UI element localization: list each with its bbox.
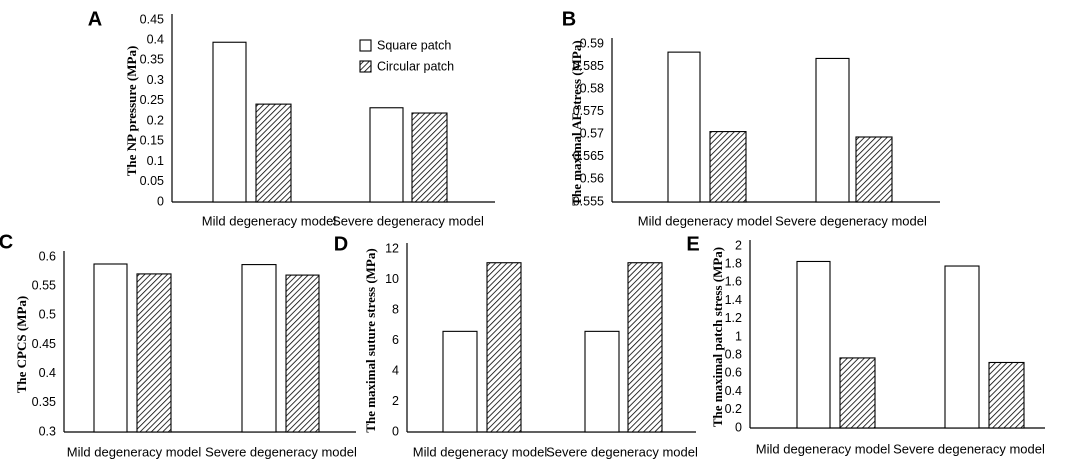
- x-category-label: Mild degeneracy model: [638, 213, 773, 228]
- x-category-label: Severe degeneracy model: [893, 441, 1045, 456]
- x-category-label: Severe degeneracy model: [546, 444, 698, 459]
- y-tick-label: 0.4: [725, 384, 742, 398]
- chart-panel-a: A 0 0.05 0.1 0.15 0.2 0.25 0.3 0.35 0.4 0.45 The NP…: [88, 8, 495, 228]
- y-tick-label: 0.5: [39, 308, 56, 322]
- y-tick-label: 0.59: [580, 36, 604, 50]
- bar-circular-patch: [855, 136, 893, 203]
- legend-label-square: Square patch: [377, 38, 451, 52]
- y-tick-label: 0: [735, 420, 742, 434]
- y-tick-label: 0.35: [32, 395, 56, 409]
- y-tick-label: 0.8: [725, 347, 742, 361]
- y-tick-label: 0.3: [147, 73, 164, 87]
- y-tick-label: 0.3: [39, 424, 56, 438]
- bar-square-patch: [93, 263, 128, 433]
- y-tick-label: 0.585: [573, 59, 604, 73]
- bar-square-patch: [369, 107, 404, 203]
- y-tick-label: 2: [392, 394, 399, 408]
- bar-square-patch: [241, 264, 277, 433]
- y-tick-label: 0.2: [725, 402, 742, 416]
- x-category-label: Severe degeneracy model: [205, 444, 357, 459]
- y-tick-label: 0.25: [140, 93, 164, 107]
- y-axis-title: The maximal suture stress (MPa): [363, 248, 378, 432]
- bar-circular-patch: [627, 262, 663, 433]
- y-tick-label: 0.35: [140, 53, 164, 67]
- y-axis-title: The NP pressure (MPa): [124, 46, 139, 177]
- bar-square-patch: [944, 265, 980, 429]
- bar-circular-patch: [255, 103, 292, 203]
- panel-letter: E: [686, 233, 699, 255]
- bar-circular-patch: [136, 273, 172, 433]
- bar-square-patch: [667, 51, 701, 203]
- x-category-label: Severe degeneracy model: [332, 213, 484, 228]
- y-tick-label: 1.2: [725, 311, 742, 325]
- y-tick-label: 0.45: [32, 337, 56, 351]
- y-tick-label: 4: [392, 363, 399, 377]
- y-tick-label: 0.45: [140, 12, 164, 26]
- bar-square-patch: [584, 330, 620, 433]
- y-tick-label: 0.4: [39, 366, 56, 380]
- y-tick-label: 0.1: [147, 154, 164, 168]
- panel-letter: C: [0, 231, 13, 253]
- y-tick-label: 0: [392, 424, 399, 438]
- y-tick-label: 1.4: [725, 293, 742, 307]
- legend: Square patch Circular patch: [359, 38, 454, 73]
- y-tick-label: 0.565: [573, 149, 604, 163]
- y-tick-label: 0.58: [580, 81, 604, 95]
- bar-circular-patch: [709, 131, 747, 203]
- panel-letter: D: [334, 233, 348, 255]
- y-axis-title: The maximal patch stress (MPa): [710, 247, 725, 427]
- y-tick-label: 0.05: [140, 174, 164, 188]
- y-tick-label: 0: [157, 194, 164, 208]
- legend-swatch-square: [359, 39, 372, 52]
- bar-circular-patch: [988, 361, 1025, 429]
- x-category-label: Mild degeneracy model: [413, 444, 548, 459]
- y-tick-label: 12: [385, 241, 399, 255]
- y-tick-label: 0.6: [39, 249, 56, 263]
- y-tick-label: 1: [735, 329, 742, 343]
- chart-panel-b: B 0.555 0.56 0.565 0.57 0.575 0.58 0.585 0.59The…: [562, 8, 940, 228]
- bar-square-patch: [442, 330, 478, 433]
- y-tick-label: 0.56: [580, 172, 604, 186]
- y-tick-label: 0.6: [725, 366, 742, 380]
- bar-square-patch: [796, 260, 831, 429]
- bar-circular-patch: [486, 262, 522, 433]
- y-tick-label: 0.2: [147, 113, 164, 127]
- y-tick-label: 0.575: [573, 104, 604, 118]
- y-axis-title: The maximal AF stress (MPa): [569, 40, 584, 205]
- y-tick-label: 0.4: [147, 33, 164, 47]
- y-tick-label: 8: [392, 302, 399, 316]
- bar-square-patch: [815, 57, 850, 203]
- bar-square-patch: [212, 41, 247, 203]
- x-category-label: Mild degeneracy model: [202, 213, 337, 228]
- panel-letter: A: [88, 8, 102, 30]
- y-tick-label: 0.57: [580, 127, 604, 141]
- y-tick-label: 0.555: [573, 194, 604, 208]
- x-category-label: Mild degeneracy model: [67, 444, 202, 459]
- y-tick-label: 6: [392, 333, 399, 347]
- chart-panel-d: D 0 2 4 6 8 10 12 The maximal suture stress (MPa…: [334, 233, 698, 459]
- y-tick-label: 1.8: [725, 256, 742, 270]
- chart-panel-c: C 0.3 0.35 0.4 0.45 0.5 0.55 0.6 The CPCS (MPa) M…: [0, 231, 357, 459]
- y-tick-label: 2: [735, 238, 742, 252]
- y-axis-title: The CPCS (MPa): [14, 296, 29, 394]
- y-tick-label: 0.55: [32, 278, 56, 292]
- bar-circular-patch: [411, 112, 448, 203]
- legend-swatch-circular: [359, 60, 372, 73]
- bar-circular-patch: [839, 357, 876, 429]
- legend-label-circular: Circular patch: [377, 59, 454, 73]
- x-category-label: Mild degeneracy model: [756, 441, 891, 456]
- chart-panel-e: E 0 0.2 0.4 0.6 0.8 1 1.2 1.4 1.6 1.8 2 The maximal …: [686, 233, 1045, 456]
- y-tick-label: 0.15: [140, 134, 164, 148]
- panel-letter: B: [562, 8, 576, 30]
- y-tick-label: 1.6: [725, 275, 742, 289]
- y-tick-label: 10: [385, 272, 399, 286]
- x-category-label: Severe degeneracy model: [775, 213, 927, 228]
- bar-circular-patch: [285, 274, 320, 433]
